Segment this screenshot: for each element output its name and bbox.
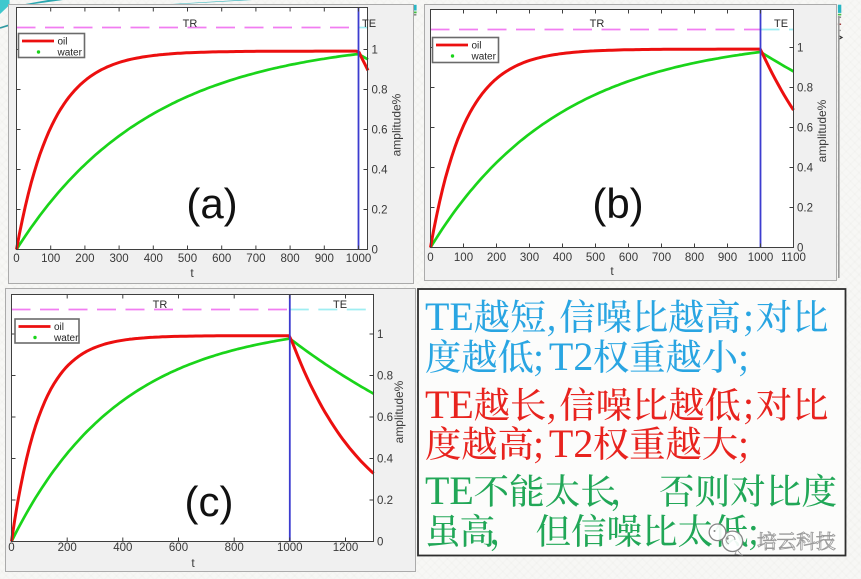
svg-text:600: 600 (169, 542, 188, 554)
svg-text:amplitude%: amplitude% (392, 380, 406, 443)
svg-text:1100: 1100 (781, 252, 806, 264)
svg-text:500: 500 (178, 253, 197, 265)
svg-text:800: 800 (225, 542, 244, 554)
svg-text:0.4: 0.4 (797, 163, 814, 175)
svg-text:100: 100 (454, 252, 473, 264)
svg-text:400: 400 (144, 253, 163, 265)
svg-text:TE: TE (362, 18, 376, 30)
svg-text:1200: 1200 (333, 542, 359, 554)
svg-text:0.2: 0.2 (377, 495, 393, 507)
svg-text:TE: TE (333, 299, 347, 311)
svg-text:200: 200 (75, 253, 94, 265)
svg-text:0.8: 0.8 (372, 85, 388, 97)
svg-text:0.2: 0.2 (797, 203, 813, 215)
svg-text:100: 100 (41, 253, 60, 265)
svg-text:(c): (c) (185, 478, 234, 525)
svg-text:0: 0 (797, 243, 803, 255)
svg-text:500: 500 (586, 252, 605, 264)
svg-text:0.4: 0.4 (377, 454, 394, 466)
svg-text:0.6: 0.6 (377, 412, 393, 424)
svg-text:400: 400 (113, 542, 132, 554)
svg-text:0.6: 0.6 (797, 123, 813, 135)
svg-text:TE: TE (425, 468, 474, 513)
svg-text:0: 0 (8, 542, 14, 554)
svg-text:200: 200 (58, 542, 77, 554)
svg-text:300: 300 (110, 253, 129, 265)
svg-text:0.8: 0.8 (797, 83, 813, 95)
svg-text:water: water (53, 333, 79, 344)
svg-text:(b): (b) (592, 180, 643, 227)
svg-text:TR: TR (183, 18, 198, 30)
svg-text:400: 400 (553, 252, 572, 264)
svg-text:T2: T2 (549, 334, 593, 379)
svg-text:800: 800 (685, 252, 704, 264)
svg-text:800: 800 (281, 253, 300, 265)
svg-text:t: t (610, 264, 614, 278)
svg-text:TE: TE (425, 294, 474, 339)
svg-text:1: 1 (377, 329, 383, 341)
svg-text:t: t (190, 266, 194, 280)
svg-text:900: 900 (315, 253, 334, 265)
svg-text:TR: TR (590, 18, 605, 30)
svg-text:T2: T2 (549, 421, 593, 466)
svg-text:200: 200 (487, 252, 506, 264)
svg-text:1000: 1000 (277, 542, 303, 554)
svg-text:600: 600 (619, 252, 638, 264)
svg-text:water: water (57, 48, 83, 59)
svg-text:oil: oil (472, 41, 482, 52)
svg-text:oil: oil (58, 37, 68, 48)
svg-text:0: 0 (372, 245, 378, 257)
svg-text:700: 700 (246, 253, 265, 265)
svg-text:0: 0 (13, 253, 19, 265)
svg-text:0.2: 0.2 (372, 205, 388, 217)
svg-text:0: 0 (427, 252, 433, 264)
svg-text:t: t (191, 556, 195, 570)
svg-text:0: 0 (377, 537, 383, 549)
svg-text:1000: 1000 (346, 253, 372, 265)
svg-text:water: water (471, 52, 497, 63)
svg-text:0.4: 0.4 (372, 165, 389, 177)
svg-text:(a): (a) (186, 180, 237, 227)
svg-text:900: 900 (718, 252, 737, 264)
svg-text:TR: TR (153, 299, 168, 311)
svg-text:TE: TE (774, 18, 788, 30)
svg-text:1: 1 (372, 45, 378, 57)
svg-text:0.8: 0.8 (377, 371, 393, 383)
svg-text:1: 1 (797, 43, 803, 55)
svg-text:amplitude%: amplitude% (815, 99, 829, 162)
svg-text:600: 600 (212, 253, 231, 265)
svg-text:1000: 1000 (748, 252, 774, 264)
svg-text:0.6: 0.6 (372, 125, 388, 137)
svg-text:amplitude%: amplitude% (389, 93, 403, 156)
svg-text:TE: TE (425, 382, 474, 427)
svg-text:oil: oil (54, 322, 64, 333)
svg-text:300: 300 (520, 252, 539, 264)
svg-text:700: 700 (652, 252, 671, 264)
